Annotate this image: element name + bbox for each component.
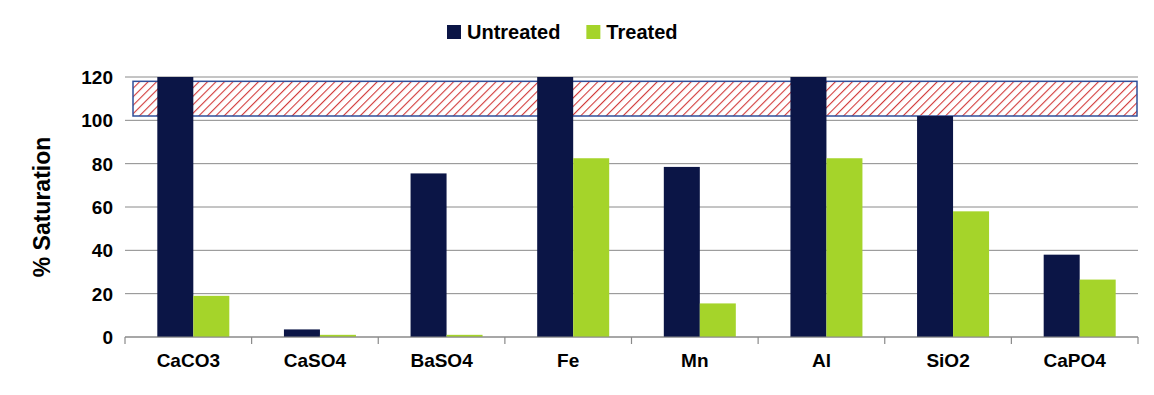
bar xyxy=(284,329,320,337)
chart: 0 20 40 60 80 100 120 % Saturation CaCO3 CaSO4 BaS… xyxy=(0,0,1154,395)
y-tick-label: 20 xyxy=(92,284,113,305)
bar xyxy=(917,116,953,337)
bar xyxy=(664,167,700,337)
x-tick-label: Mn xyxy=(681,350,708,371)
y-tick-label: 40 xyxy=(92,240,113,261)
grid-line xyxy=(125,120,1138,121)
bar xyxy=(1044,255,1080,337)
bar xyxy=(1080,280,1116,337)
x-tick-label: Al xyxy=(812,350,831,371)
plot-area xyxy=(133,77,1137,337)
bar xyxy=(790,77,826,337)
grid-line xyxy=(125,77,1138,78)
x-tick-label: SiO2 xyxy=(926,350,969,371)
x-tick-label: BaSO4 xyxy=(410,350,473,371)
x-tick xyxy=(884,337,885,344)
x-tick xyxy=(378,337,379,344)
y-tick-label: 120 xyxy=(81,67,113,88)
grid-line xyxy=(125,207,1138,208)
bar xyxy=(700,303,736,337)
x-tick-label: CaCO3 xyxy=(157,350,220,371)
legend-label: Treated xyxy=(606,21,677,43)
bar xyxy=(411,173,447,337)
y-axis-label: % Saturation xyxy=(29,137,55,278)
x-tick-label: CaSO4 xyxy=(284,350,347,371)
x-tick xyxy=(504,337,505,344)
bar xyxy=(953,211,989,337)
highlight-band xyxy=(133,81,1137,116)
x-tick-label: CaPO4 xyxy=(1044,350,1107,371)
y-tick-label: 60 xyxy=(92,197,113,218)
grid-line xyxy=(125,163,1138,164)
y-tick-label: 0 xyxy=(102,327,113,348)
bar xyxy=(826,158,862,337)
x-tick xyxy=(758,337,759,344)
bar xyxy=(157,77,193,337)
legend-swatch xyxy=(586,25,600,39)
bar xyxy=(573,158,609,337)
bar xyxy=(537,77,573,337)
x-tick xyxy=(631,337,632,344)
x-tick xyxy=(1011,337,1012,344)
bar xyxy=(193,296,229,337)
x-tick xyxy=(124,337,125,344)
y-tick-label: 100 xyxy=(81,110,113,131)
y-tick-label: 80 xyxy=(92,154,113,175)
x-tick xyxy=(1137,337,1138,344)
legend-label: Untreated xyxy=(467,21,560,43)
x-tick-label: Fe xyxy=(557,350,579,371)
x-tick xyxy=(251,337,252,344)
legend-swatch xyxy=(447,25,461,39)
